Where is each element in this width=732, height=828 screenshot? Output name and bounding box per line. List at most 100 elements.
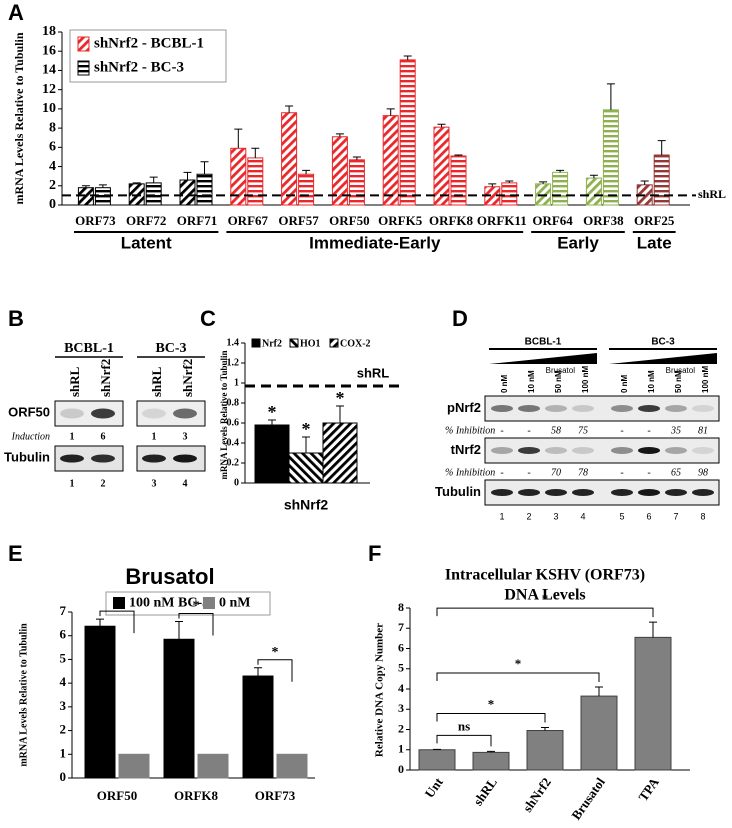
bar — [450, 155, 467, 206]
y-tick-label: 5 — [60, 650, 67, 665]
inhibition-value: - — [500, 467, 503, 478]
error-bar — [649, 621, 657, 638]
x-tick-label: shNrf2 — [520, 775, 554, 815]
band — [692, 447, 714, 454]
band — [692, 489, 714, 496]
bar — [526, 730, 564, 771]
legend-label: HO1 — [300, 338, 321, 349]
comparison-label: ns — [458, 718, 470, 733]
band — [173, 408, 197, 419]
error-bar — [539, 181, 548, 184]
lane-number: 6 — [646, 511, 651, 521]
panel-letter: B — [8, 306, 24, 331]
x-tick-label: ORFK8 — [429, 213, 474, 228]
group-label: BC-3 — [155, 341, 186, 356]
band — [665, 489, 687, 496]
legend-swatch — [77, 60, 90, 76]
band — [91, 408, 115, 419]
band — [491, 489, 513, 496]
row-label: Tubulin — [435, 484, 481, 499]
row-label: tNrf2 — [451, 442, 481, 457]
inhibition-value: 78 — [578, 467, 588, 478]
lane-number: 2 — [526, 511, 531, 521]
significance: * — [336, 388, 345, 408]
inhibition-value: 75 — [578, 425, 588, 436]
band — [545, 405, 567, 412]
lane-label: 10 nM — [527, 370, 536, 393]
bar — [418, 749, 456, 771]
panel-letter: C — [200, 306, 216, 331]
y-tick-label: 6 — [398, 640, 404, 654]
error-bar — [488, 183, 497, 187]
significance: * — [268, 402, 277, 422]
band — [572, 489, 594, 496]
band — [611, 405, 633, 412]
bar — [247, 157, 264, 206]
bar — [196, 173, 213, 206]
comparison-bracket — [436, 712, 546, 723]
significance-bracket — [178, 612, 214, 636]
bar — [281, 112, 298, 206]
bar — [348, 159, 365, 206]
band — [173, 454, 197, 463]
bar — [433, 126, 450, 206]
error-bar — [487, 750, 495, 753]
lane-label: 0 nM — [620, 374, 629, 393]
y-tick-label: 8 — [398, 600, 404, 614]
y-tick-label: 1 — [60, 745, 67, 760]
bar — [276, 753, 308, 779]
comparison-bracket — [436, 607, 654, 618]
error-bar — [285, 105, 294, 113]
bar — [298, 173, 315, 206]
row-label: Tubulin — [4, 449, 50, 464]
x-tick-label: ORF67 — [228, 213, 269, 228]
error-bar — [175, 620, 183, 640]
panel-letter: E — [8, 541, 23, 566]
bar — [118, 753, 150, 779]
significance-bracket — [99, 610, 135, 634]
y-tick-label: 16 — [42, 43, 56, 58]
comparison-label: * — [515, 656, 522, 671]
legend-swatch — [77, 36, 90, 52]
dose-wedge — [489, 353, 597, 364]
bar — [288, 452, 324, 484]
legend-box — [105, 591, 271, 616]
lane-label: 100 nM — [581, 366, 590, 393]
induction-label: Induction — [11, 431, 50, 442]
band — [518, 405, 540, 412]
x-tick-label: shNrf2 — [284, 497, 329, 513]
bar — [653, 154, 670, 206]
induction-value: 6 — [101, 431, 106, 442]
band — [692, 405, 714, 412]
legend-label: 100 nM BC-3 — [129, 596, 209, 611]
x-tick-label: ORF71 — [177, 213, 217, 228]
lane-number: 5 — [619, 511, 624, 521]
legend-label: Nrf2 — [262, 338, 282, 349]
bar — [197, 753, 229, 779]
y-tick-label: 3 — [60, 698, 67, 713]
legend-swatch — [329, 338, 339, 348]
error-bar — [98, 184, 107, 188]
lane-label: shNrf2 — [180, 359, 195, 397]
error-bar — [541, 726, 549, 731]
y-tick-label: 0.2 — [227, 457, 240, 468]
bar — [179, 179, 196, 206]
inhibition-value: - — [620, 425, 623, 436]
y-tick-label: 0 — [398, 762, 404, 776]
significance: * — [193, 599, 200, 614]
band — [545, 489, 567, 496]
inhibition-value: - — [500, 425, 503, 436]
band — [60, 408, 84, 419]
row-label: ORF50 — [8, 404, 50, 419]
lane-number: 2 — [101, 478, 106, 489]
bar — [472, 751, 510, 771]
panel-letter: F — [368, 541, 381, 566]
x-tick-label: ORF73 — [75, 213, 116, 228]
band — [545, 447, 567, 454]
chart-title: Brusatol — [125, 564, 214, 589]
error-bar — [149, 176, 158, 183]
inhibition-value: - — [647, 467, 650, 478]
y-axis-label: mRNA Levels Relative to Tubulin — [18, 623, 29, 767]
